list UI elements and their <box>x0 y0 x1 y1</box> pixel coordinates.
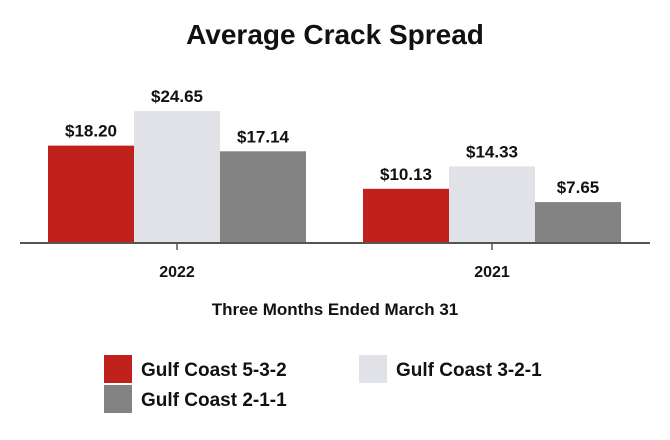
bar-gulf-coast-3-2-1-2021 <box>449 166 535 243</box>
legend-label-gulf-coast-5-3-2: Gulf Coast 5-3-2 <box>141 360 287 381</box>
value-label-gulf-coast-3-2-1-2022: $24.65 <box>151 87 203 106</box>
legend-swatch-gulf-coast-3-2-1 <box>359 355 387 383</box>
value-label-gulf-coast-2-1-1-2022: $17.14 <box>237 127 290 146</box>
value-label-gulf-coast-5-3-2-2022: $18.20 <box>65 122 117 141</box>
x-axis-label: Three Months Ended March 31 <box>212 300 459 319</box>
value-labels-group: $18.20 $24.65 $17.14 $10.13 $14.33 $7.65 <box>65 87 599 197</box>
legend-swatch-gulf-coast-5-3-2 <box>104 355 132 383</box>
legend: Gulf Coast 5-3-2 Gulf Coast 3-2-1 Gulf Coa… <box>104 355 542 413</box>
legend-item-gulf-coast-5-3-2: Gulf Coast 5-3-2 <box>104 355 287 383</box>
legend-swatch-gulf-coast-2-1-1 <box>104 385 132 413</box>
legend-item-gulf-coast-3-2-1: Gulf Coast 3-2-1 <box>359 355 542 383</box>
category-label-2022: 2022 <box>159 264 195 281</box>
bar-gulf-coast-2-1-1-2021 <box>535 202 621 243</box>
legend-item-gulf-coast-2-1-1: Gulf Coast 2-1-1 <box>104 385 287 413</box>
bar-gulf-coast-2-1-1-2022 <box>220 151 306 243</box>
value-label-gulf-coast-2-1-1-2021: $7.65 <box>557 178 600 197</box>
x-ticks-group <box>176 243 493 250</box>
category-label-2021: 2021 <box>474 264 510 281</box>
bar-gulf-coast-5-3-2-2022 <box>48 145 134 243</box>
bars-group <box>48 111 621 243</box>
bar-gulf-coast-5-3-2-2021 <box>363 188 449 243</box>
value-label-gulf-coast-5-3-2-2021: $10.13 <box>380 165 432 184</box>
value-label-gulf-coast-3-2-1-2021: $14.33 <box>466 142 518 161</box>
chart-title: Average Crack Spread <box>186 19 484 50</box>
bar-gulf-coast-3-2-1-2022 <box>134 111 220 243</box>
legend-label-gulf-coast-3-2-1: Gulf Coast 3-2-1 <box>396 360 542 381</box>
legend-label-gulf-coast-2-1-1: Gulf Coast 2-1-1 <box>141 390 287 411</box>
category-labels-group: 2022 2021 <box>159 264 510 281</box>
